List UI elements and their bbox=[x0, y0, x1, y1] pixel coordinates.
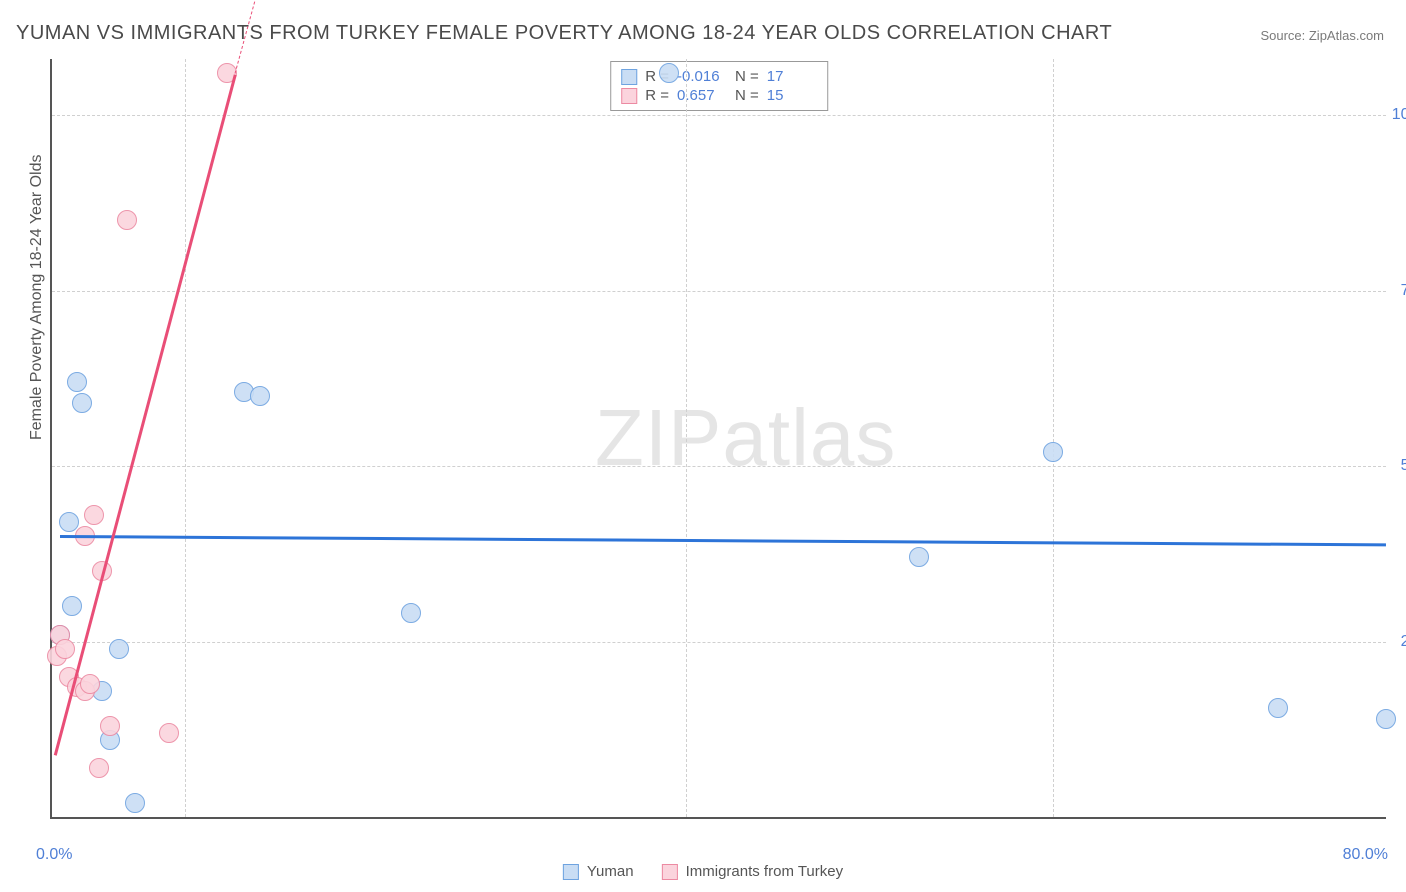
scatter-point bbox=[159, 723, 179, 743]
legend-swatch bbox=[662, 864, 678, 880]
gridline-vertical bbox=[1053, 59, 1054, 817]
trend-line bbox=[60, 535, 1386, 546]
scatter-point bbox=[401, 603, 421, 623]
stat-r-label: R = bbox=[645, 87, 669, 104]
legend-item: Yuman bbox=[563, 863, 634, 880]
watermark-thin: atlas bbox=[722, 393, 896, 482]
source-label: Source: ZipAtlas.com bbox=[1260, 28, 1384, 43]
y-tick-label: 25.0% bbox=[1391, 633, 1406, 651]
stat-n-label: N = bbox=[735, 68, 759, 85]
legend-swatch bbox=[621, 69, 637, 85]
y-axis-title: Female Poverty Among 18-24 Year Olds bbox=[28, 155, 46, 441]
stat-r-value: -0.016 bbox=[677, 68, 727, 85]
legend-label: Yuman bbox=[587, 863, 634, 880]
stat-n-value: 17 bbox=[767, 68, 817, 85]
legend-label: Immigrants from Turkey bbox=[686, 863, 844, 880]
scatter-point bbox=[72, 393, 92, 413]
scatter-point bbox=[59, 512, 79, 532]
legend-swatch bbox=[563, 864, 579, 880]
x-tick-label-min: 0.0% bbox=[36, 846, 72, 864]
scatter-point bbox=[84, 505, 104, 525]
bottom-legend: Yuman Immigrants from Turkey bbox=[563, 863, 843, 880]
gridline-horizontal bbox=[52, 466, 1386, 467]
scatter-point bbox=[1043, 442, 1063, 462]
scatter-point bbox=[109, 639, 129, 659]
scatter-point bbox=[117, 210, 137, 230]
scatter-point bbox=[55, 639, 75, 659]
gridline-horizontal bbox=[52, 115, 1386, 116]
gridline-horizontal bbox=[52, 642, 1386, 643]
plot-area: ZIPatlas R =-0.016N =17R =0.657N =15 25.… bbox=[50, 59, 1386, 819]
stat-r-value: 0.657 bbox=[677, 87, 727, 104]
legend-swatch bbox=[621, 88, 637, 104]
stats-legend-box: R = -0.016 N = 17 R = 0.657 N = 15 bbox=[610, 61, 828, 111]
trend-line bbox=[54, 74, 237, 755]
gridline-vertical bbox=[185, 59, 186, 817]
y-tick-label: 50.0% bbox=[1391, 457, 1406, 475]
stats-row: R =-0.016N =17 bbox=[621, 68, 817, 85]
scatter-point bbox=[67, 372, 87, 392]
scatter-point bbox=[125, 793, 145, 813]
scatter-point bbox=[80, 674, 100, 694]
y-tick-label: 75.0% bbox=[1391, 282, 1406, 300]
scatter-point bbox=[62, 596, 82, 616]
legend-item: Immigrants from Turkey bbox=[662, 863, 844, 880]
watermark-bold: ZIP bbox=[595, 393, 722, 482]
scatter-point bbox=[100, 716, 120, 736]
x-tick-label-max: 80.0% bbox=[1343, 846, 1388, 864]
scatter-point bbox=[1268, 698, 1288, 718]
watermark: ZIPatlas bbox=[595, 392, 896, 484]
stat-n-label: N = bbox=[735, 87, 759, 104]
scatter-point bbox=[909, 547, 929, 567]
chart-title: YUMAN VS IMMIGRANTS FROM TURKEY FEMALE P… bbox=[16, 22, 1112, 45]
scatter-point bbox=[659, 63, 679, 83]
stat-n-value: 15 bbox=[767, 87, 817, 104]
y-tick-label: 100.0% bbox=[1391, 106, 1406, 124]
scatter-point bbox=[89, 758, 109, 778]
scatter-point bbox=[250, 386, 270, 406]
scatter-point bbox=[1376, 709, 1396, 729]
gridline-horizontal bbox=[52, 291, 1386, 292]
stats-row: R = 0.657 N = 15 bbox=[621, 87, 817, 104]
gridline-vertical bbox=[686, 59, 687, 817]
